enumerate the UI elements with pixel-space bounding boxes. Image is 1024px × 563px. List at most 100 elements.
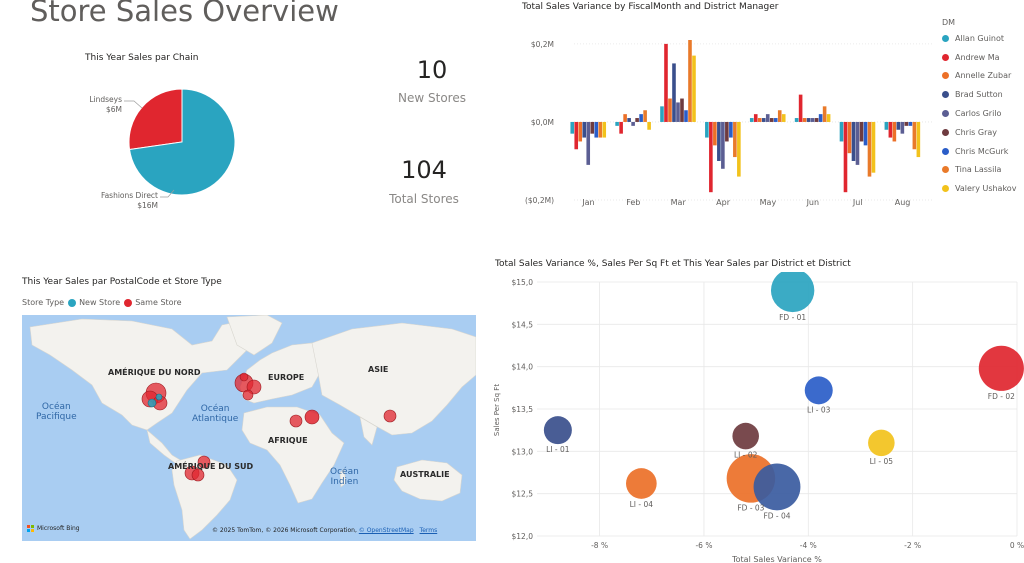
pie-slice-1[interactable]	[128, 88, 236, 196]
col-bar[interactable]	[594, 121, 599, 138]
col-bar[interactable]	[781, 114, 786, 122]
col-legend-item[interactable]: Chris McGurk	[942, 142, 1016, 161]
col-bar[interactable]	[639, 114, 643, 122]
col-bar[interactable]	[676, 102, 680, 122]
col-bar[interactable]	[863, 121, 868, 146]
col-bar[interactable]	[851, 121, 856, 161]
scatter-bubble[interactable]	[868, 429, 895, 457]
col-bar[interactable]	[814, 118, 819, 122]
map-bubble[interactable]	[304, 409, 320, 425]
pie-slice-0[interactable]	[128, 88, 183, 151]
col-bar[interactable]	[908, 121, 913, 126]
map-bubble[interactable]	[239, 372, 249, 382]
col-bar[interactable]	[896, 121, 901, 130]
col-bar[interactable]	[598, 121, 603, 138]
col-bar[interactable]	[680, 98, 684, 122]
col-bar[interactable]	[733, 121, 737, 158]
osm-link[interactable]: © OpenStreetMap	[358, 527, 414, 534]
col-bar[interactable]	[619, 121, 623, 134]
col-legend-item[interactable]: Andrew Ma	[942, 48, 1016, 67]
col-bar[interactable]	[602, 121, 607, 138]
col-legend-item[interactable]: Chris Gray	[942, 123, 1016, 142]
column-chart[interactable]: Jan Feb Mar Apr May Jun Jul Aug $0,2M $0,0M ($0,2…	[508, 40, 938, 215]
col-bar[interactable]	[818, 114, 823, 122]
scatter-bubble[interactable]	[543, 416, 572, 445]
col-bar[interactable]	[660, 106, 664, 122]
col-bar[interactable]	[578, 121, 583, 142]
col-bar[interactable]	[570, 121, 575, 134]
col-bar[interactable]	[590, 121, 595, 134]
map-bubble[interactable]	[242, 389, 254, 401]
map-bubble[interactable]	[197, 455, 211, 469]
col-bar[interactable]	[574, 121, 579, 150]
col-legend-item[interactable]: Allan Guinot	[942, 29, 1016, 48]
col-bar[interactable]	[810, 118, 815, 122]
col-bar[interactable]	[798, 94, 803, 122]
col-legend-item[interactable]: Annelle Zubar	[942, 67, 1016, 86]
terms-link[interactable]: Terms	[419, 527, 438, 534]
col-bar[interactable]	[904, 121, 909, 126]
col-bar[interactable]	[668, 98, 672, 122]
col-bar[interactable]	[721, 121, 725, 169]
col-bar[interactable]	[773, 118, 778, 122]
col-bar[interactable]	[631, 121, 635, 126]
col-bar[interactable]	[717, 121, 721, 161]
col-bar[interactable]	[627, 118, 631, 122]
col-bar[interactable]	[725, 121, 729, 142]
col-bar[interactable]	[769, 118, 774, 122]
col-bar[interactable]	[761, 118, 766, 122]
col-bar[interactable]	[892, 121, 897, 142]
col-bar[interactable]	[839, 121, 844, 142]
col-bar[interactable]	[688, 40, 692, 122]
col-bar[interactable]	[753, 114, 758, 122]
col-bar[interactable]	[709, 121, 713, 193]
col-bar[interactable]	[672, 63, 676, 122]
col-bar[interactable]	[737, 121, 741, 177]
col-bar[interactable]	[916, 121, 921, 158]
col-bar[interactable]	[647, 121, 651, 130]
col-bar[interactable]	[806, 118, 811, 122]
scatter-bubble[interactable]	[753, 463, 801, 511]
col-bar[interactable]	[765, 114, 770, 122]
col-bar[interactable]	[615, 121, 619, 126]
col-bar[interactable]	[888, 121, 893, 138]
col-bar[interactable]	[843, 121, 848, 193]
map-bubble[interactable]	[147, 398, 157, 408]
col-legend-item[interactable]: Valery Ushakov	[942, 179, 1016, 198]
col-legend-item[interactable]: Brad Sutton	[942, 85, 1016, 104]
scatter-chart[interactable]: $15,0 $14,5 $14,0 $13,5 $13,0 $12,5 $12,0 -8 % -…	[490, 272, 1024, 563]
scatter-bubble[interactable]	[804, 376, 833, 405]
col-bar[interactable]	[794, 118, 799, 122]
col-bar[interactable]	[884, 121, 889, 130]
col-bar[interactable]	[802, 118, 807, 122]
scatter-bubble[interactable]	[770, 272, 815, 313]
scatter-bubble[interactable]	[978, 345, 1024, 391]
map-bubble[interactable]	[289, 414, 303, 428]
col-bar[interactable]	[855, 121, 860, 165]
map-bubble[interactable]	[155, 393, 163, 401]
col-bar[interactable]	[749, 118, 754, 122]
map-bubble[interactable]	[383, 409, 397, 423]
col-bar[interactable]	[623, 114, 627, 122]
col-bar[interactable]	[871, 121, 876, 173]
col-bar[interactable]	[692, 55, 696, 122]
col-bar[interactable]	[635, 118, 639, 122]
col-bar[interactable]	[822, 106, 827, 122]
col-bar[interactable]	[867, 121, 872, 177]
map-visual[interactable]: AMÉRIQUE DU NORD EUROPE ASIE AFRIQUE AMÉ…	[22, 315, 476, 541]
col-bar[interactable]	[912, 121, 917, 150]
col-bar[interactable]	[859, 121, 864, 142]
pie-chart[interactable]: Lindseys $6M Fashions Direct $16M	[60, 70, 260, 220]
col-bar[interactable]	[705, 121, 709, 138]
col-bar[interactable]	[900, 121, 905, 134]
scatter-bubble[interactable]	[626, 468, 657, 499]
col-bar[interactable]	[847, 121, 852, 154]
col-bar[interactable]	[826, 114, 831, 122]
col-bar[interactable]	[757, 118, 762, 122]
col-bar[interactable]	[713, 121, 717, 146]
col-bar[interactable]	[664, 43, 668, 122]
col-bar[interactable]	[582, 121, 587, 138]
col-bar[interactable]	[729, 121, 733, 138]
map-bubble[interactable]	[191, 468, 205, 482]
col-bar[interactable]	[777, 110, 782, 122]
